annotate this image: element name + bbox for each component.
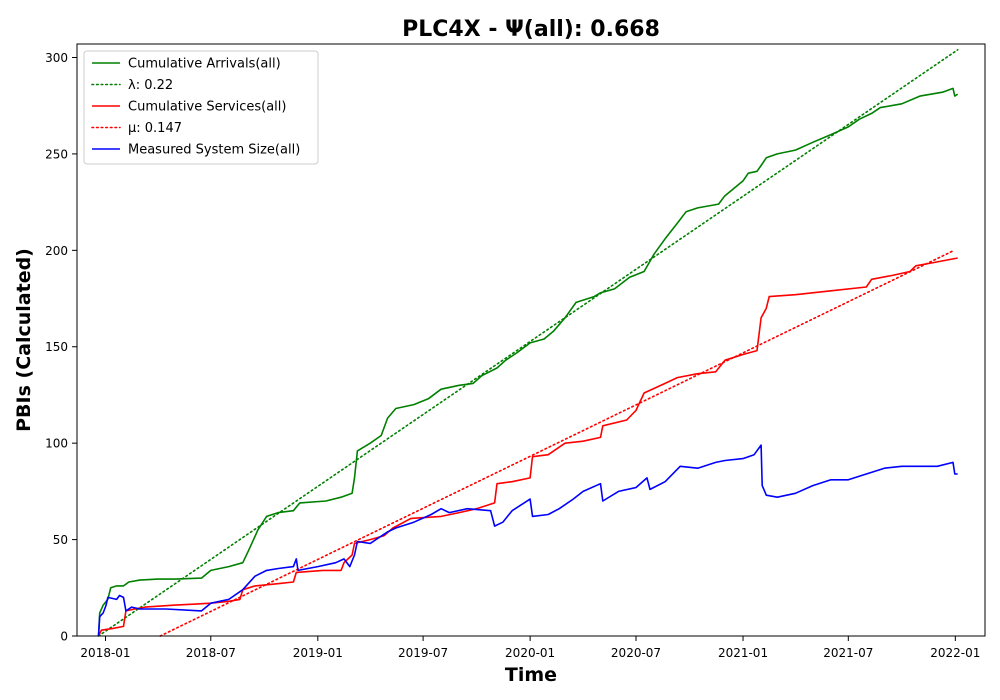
plot-area-frame [76, 43, 986, 637]
legend-label: μ: 0.147 [128, 121, 182, 136]
legend-label: Cumulative Services(all) [128, 100, 286, 115]
x-tick-label: 2022-01 [930, 646, 980, 660]
y-tick-label: 200 [45, 244, 68, 258]
chart-title: PLC4X - Ψ(all): 0.668 [402, 17, 660, 42]
x-axis: 2018-01 2018-07 2019-01 2019-07 2020-01 2020-… [80, 636, 980, 660]
y-tick-label: 150 [45, 340, 68, 354]
series-layer [97, 49, 959, 637]
x-tick-label: 2020-07 [611, 646, 661, 660]
series-line-0-147 [159, 249, 955, 637]
x-axis-title: Time [505, 664, 557, 686]
x-tick-label: 2021-01 [718, 646, 768, 660]
x-tick-label: 2018-07 [186, 646, 236, 660]
legend-label: Measured System Size(all) [128, 143, 300, 158]
y-tick-label: 50 [53, 533, 68, 547]
x-tick-label: 2020-01 [505, 646, 555, 660]
y-axis-title: PBIs (Calculated) [13, 248, 35, 432]
x-tick-label: 2019-07 [398, 646, 448, 660]
y-tick-label: 100 [45, 437, 68, 451]
legend-label: Cumulative Arrivals(all) [128, 57, 281, 72]
y-axis: 0 50 100 150 200 250 300 [45, 51, 77, 644]
y-tick-label: 0 [60, 630, 68, 644]
legend-label: λ: 0.22 [128, 78, 173, 93]
x-tick-label: 2018-01 [80, 646, 130, 660]
y-tick-label: 300 [45, 51, 68, 65]
series-line-0-22 [97, 49, 959, 637]
series-line-cumulative-services-all [97, 257, 958, 637]
legend-box [83, 50, 319, 165]
series-line-cumulative-arrivals-all [97, 87, 959, 637]
legend: Cumulative Arrivals(all) λ: 0.22 Cumulativ… [83, 50, 319, 165]
y-tick-label: 250 [45, 147, 68, 161]
series-line-measured-system-size-all [97, 444, 958, 637]
x-tick-label: 2019-01 [293, 646, 343, 660]
x-tick-label: 2021-07 [823, 646, 873, 660]
